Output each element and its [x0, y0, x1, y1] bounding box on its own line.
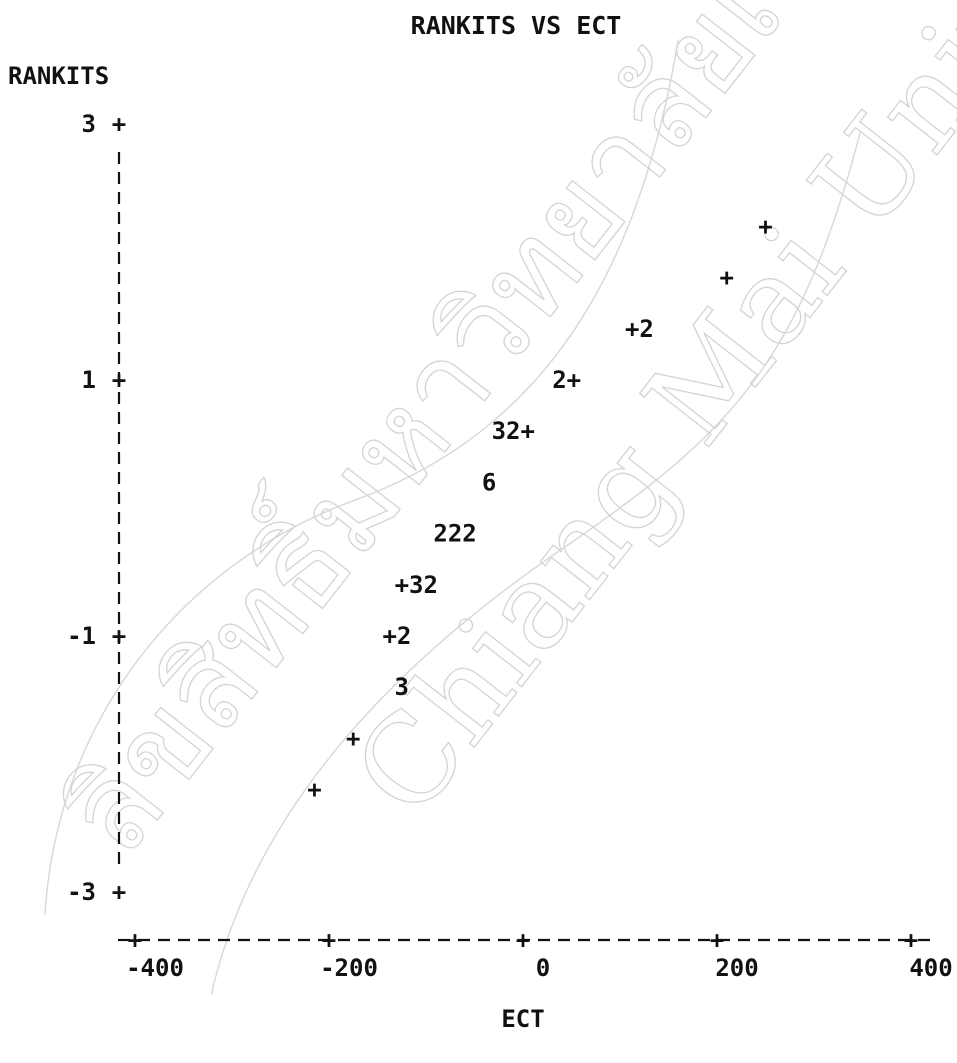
data-point: 3: [395, 673, 409, 701]
data-point: 2+: [552, 366, 581, 394]
y-tick-label: 3: [82, 110, 96, 138]
y-tick-label: 1: [82, 366, 96, 394]
x-tick-mark: +: [128, 926, 142, 954]
y-axis-label: RANKITS: [8, 62, 109, 90]
x-tick-mark: +: [904, 926, 918, 954]
y-tick-mark: +: [112, 622, 126, 650]
x-tick-label: 400: [909, 954, 952, 982]
x-axis-ticks: +-400+-200+0+200+400: [126, 926, 953, 982]
x-axis-label: ECT: [501, 1005, 544, 1033]
y-tick-label: -1: [67, 622, 96, 650]
x-tick-label: -400: [126, 954, 184, 982]
data-point: +: [758, 212, 772, 240]
x-tick-mark: +: [516, 926, 530, 954]
data-point: 32+: [492, 417, 535, 445]
y-tick-mark: +: [112, 366, 126, 394]
chart-title: RANKITS VS ECT: [411, 11, 622, 40]
data-point: 222: [433, 520, 476, 548]
x-tick-label: 0: [536, 954, 550, 982]
data-point: 6: [482, 468, 496, 496]
data-point: +2: [625, 315, 654, 343]
data-point: +: [346, 724, 360, 752]
data-point: +: [307, 776, 321, 804]
data-point: +: [719, 264, 733, 292]
y-tick-mark: +: [112, 110, 126, 138]
data-point: +2: [382, 622, 411, 650]
x-tick-label: -200: [320, 954, 378, 982]
y-tick-label: -3: [67, 878, 96, 906]
x-tick-mark: +: [322, 926, 336, 954]
y-tick-mark: +: [112, 878, 126, 906]
x-tick-mark: +: [710, 926, 724, 954]
x-tick-label: 200: [715, 954, 758, 982]
data-point: +32: [395, 571, 438, 599]
